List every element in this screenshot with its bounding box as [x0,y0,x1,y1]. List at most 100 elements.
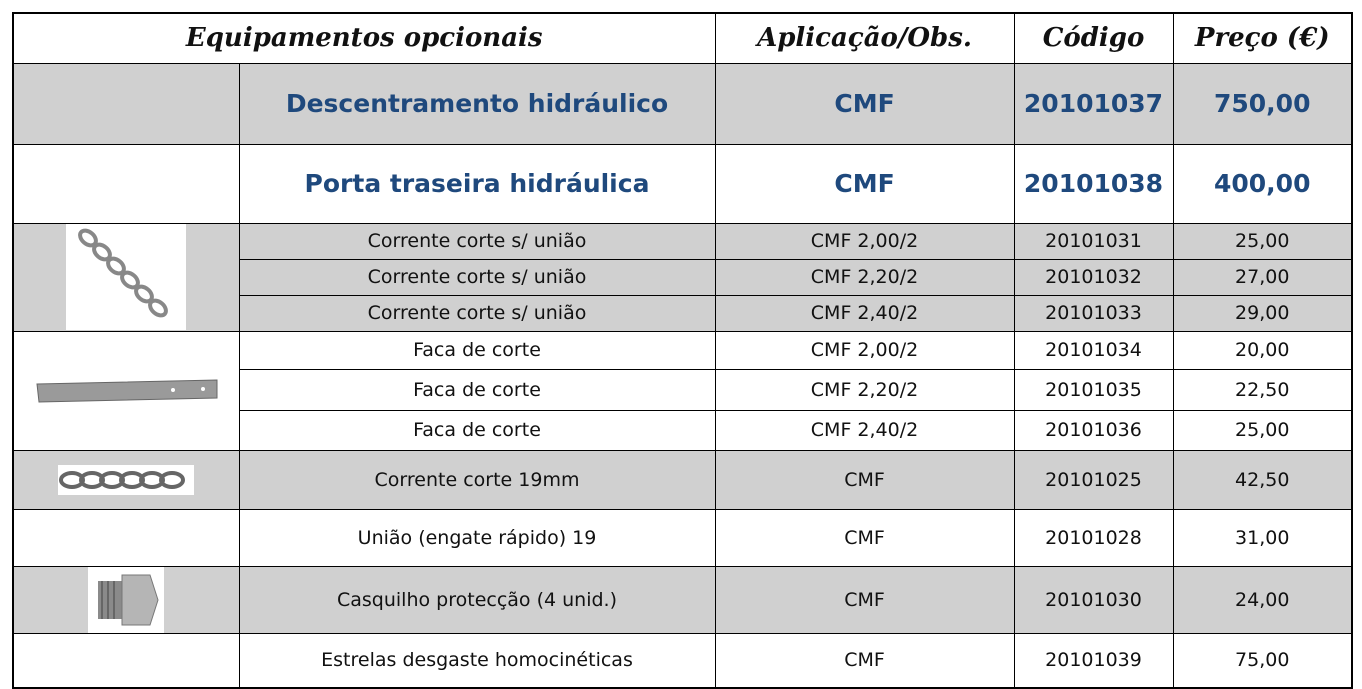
table-cell: Faca de corte [238,330,716,370]
table-cell: 31,00 [1172,508,1353,567]
cell-text: CMF [844,649,885,672]
table-row: Corrente corte s/ união CMF 2,40/2 2010103… [13,294,1353,332]
table-row: União (engate rápido) 19 CMF 20101028 31,00 [12,508,1353,567]
table-cell: Corrente corte s/ união [238,294,716,332]
cell-text: 20101035 [1045,378,1142,401]
table-cell: Corrente corte s/ união [238,222,716,260]
table-row: Corrente corte 19mm CMF 20101025 42,50 [12,449,1353,510]
knife-image [36,378,218,403]
header-cell: Preço (€) [1172,12,1353,64]
cell-text: 27,00 [1235,266,1290,288]
cell-text: 20101034 [1045,339,1142,361]
table-cell: Porta traseira hidráulica [238,143,716,224]
table-cell: Descentramento hidráulico [238,62,716,145]
cell-text: CMF 2,40/2 [810,419,919,441]
header-row: Equipamentos opcionais Aplicação/Obs. Códi… [12,12,1353,64]
table-cell: Faca de corte [238,368,716,411]
table-cell: União (engate rápido) 19 [238,508,716,567]
table-cell: 20101031 [1013,222,1174,260]
table-cell: 20101035 [1013,368,1174,411]
table-cell: 20101036 [1013,409,1174,451]
cell-text: CMF [844,588,885,611]
cell-text: União (engate rápido) 19 [357,526,597,549]
table-cell: CMF [714,508,1015,567]
cell-text: Código [1042,23,1145,54]
cell-text: CMF 2,00/2 [810,230,919,252]
image-cell [12,143,240,224]
table-cell: 750,00 [1172,62,1353,145]
cell-text: 25,00 [1235,230,1290,252]
cell-text: Casquilho protecção (4 unid.) [336,588,617,611]
image-cell [12,62,240,145]
cell-text: 400,00 [1214,169,1311,198]
cell-text: 20101039 [1045,649,1142,672]
header-cell: Aplicação/Obs. [714,12,1015,64]
table-cell: 25,00 [1172,222,1353,260]
cell-text: CMF 2,40/2 [810,302,919,324]
image-cell [12,508,240,567]
chain-image [58,464,195,495]
table-cell: CMF [714,449,1015,510]
image-wrap [14,376,238,406]
header-cell: Código [1013,12,1174,64]
table-cell: CMF 2,40/2 [714,409,1015,451]
image-cell [12,222,240,332]
table-cell: 42,50 [1172,449,1353,510]
table-row: Faca de corte CMF 2,00/2 20101034 20,00 [12,330,1353,451]
cell-text: CMF 2,20/2 [810,266,919,288]
table-cell: CMF [714,143,1015,224]
cell-text: Estrelas desgaste homocinéticas [321,649,633,672]
cell-text: Preço (€) [1194,23,1330,54]
table-cell: 25,00 [1172,409,1353,451]
cell-text: 20101037 [1023,89,1164,118]
cell-text: Porta traseira hidráulica [304,169,650,198]
table-cell: 20,00 [1172,330,1353,370]
cell-text: CMF [834,169,895,198]
bolt-image [88,567,165,632]
table-cell: 20101030 [1013,565,1174,634]
table-cell: 400,00 [1172,143,1353,224]
cell-text: 25,00 [1235,419,1290,441]
table-cell: 20101034 [1013,330,1174,370]
table-cell: 20101028 [1013,508,1174,567]
table-cell: 20101032 [1013,258,1174,296]
image-cell [12,330,240,451]
image-wrap [14,224,238,330]
cell-text: Corrente corte 19mm [374,468,580,491]
table-row: Estrelas desgaste homocinéticas CMF 201010… [12,632,1353,689]
table-cell: Casquilho protecção (4 unid.) [238,565,716,634]
cell-text: 20101032 [1045,266,1142,288]
cell-text: 20101030 [1045,588,1142,611]
table-cell: Corrente corte s/ união [238,258,716,296]
cell-text: CMF [844,468,885,491]
cell-text: 20101028 [1045,526,1142,549]
table-cell: 24,00 [1172,565,1353,634]
table-cell: CMF [714,62,1015,145]
cell-text: Faca de corte [413,339,541,361]
table-cell: CMF [714,632,1015,689]
table-cell: 22,50 [1172,368,1353,411]
table-cell: CMF 2,20/2 [714,368,1015,411]
cell-text: 24,00 [1235,588,1290,611]
cell-text: CMF 2,00/2 [810,339,919,361]
cell-text: Equipamentos opcionais [185,23,543,54]
cell-text: 31,00 [1235,526,1290,549]
table-cell: 20101025 [1013,449,1174,510]
table-row: Faca de corte CMF 2,40/2 20101036 25,00 [13,409,1353,451]
header-cell: Equipamentos opcionais [12,12,716,64]
table-cell: Faca de corte [238,409,716,451]
table-cell: CMF 2,20/2 [714,258,1015,296]
cell-text: 20101036 [1045,419,1142,441]
cell-text: Faca de corte [413,419,541,441]
table-cell: 75,00 [1172,632,1353,689]
table-row: Faca de corte CMF 2,20/2 20101035 22,50 [13,368,1353,411]
cell-text: 22,50 [1235,378,1290,401]
image-cell [12,449,240,510]
cell-text: 20101033 [1045,302,1142,324]
cell-text: Faca de corte [413,378,541,401]
cell-text: Corrente corte s/ união [367,230,587,252]
table-cell: CMF 2,00/2 [714,330,1015,370]
table-cell: 20101033 [1013,294,1174,332]
table-cell: 27,00 [1172,258,1353,296]
price-table: Equipamentos opcionais Aplicação/Obs. Códi… [12,12,1353,689]
